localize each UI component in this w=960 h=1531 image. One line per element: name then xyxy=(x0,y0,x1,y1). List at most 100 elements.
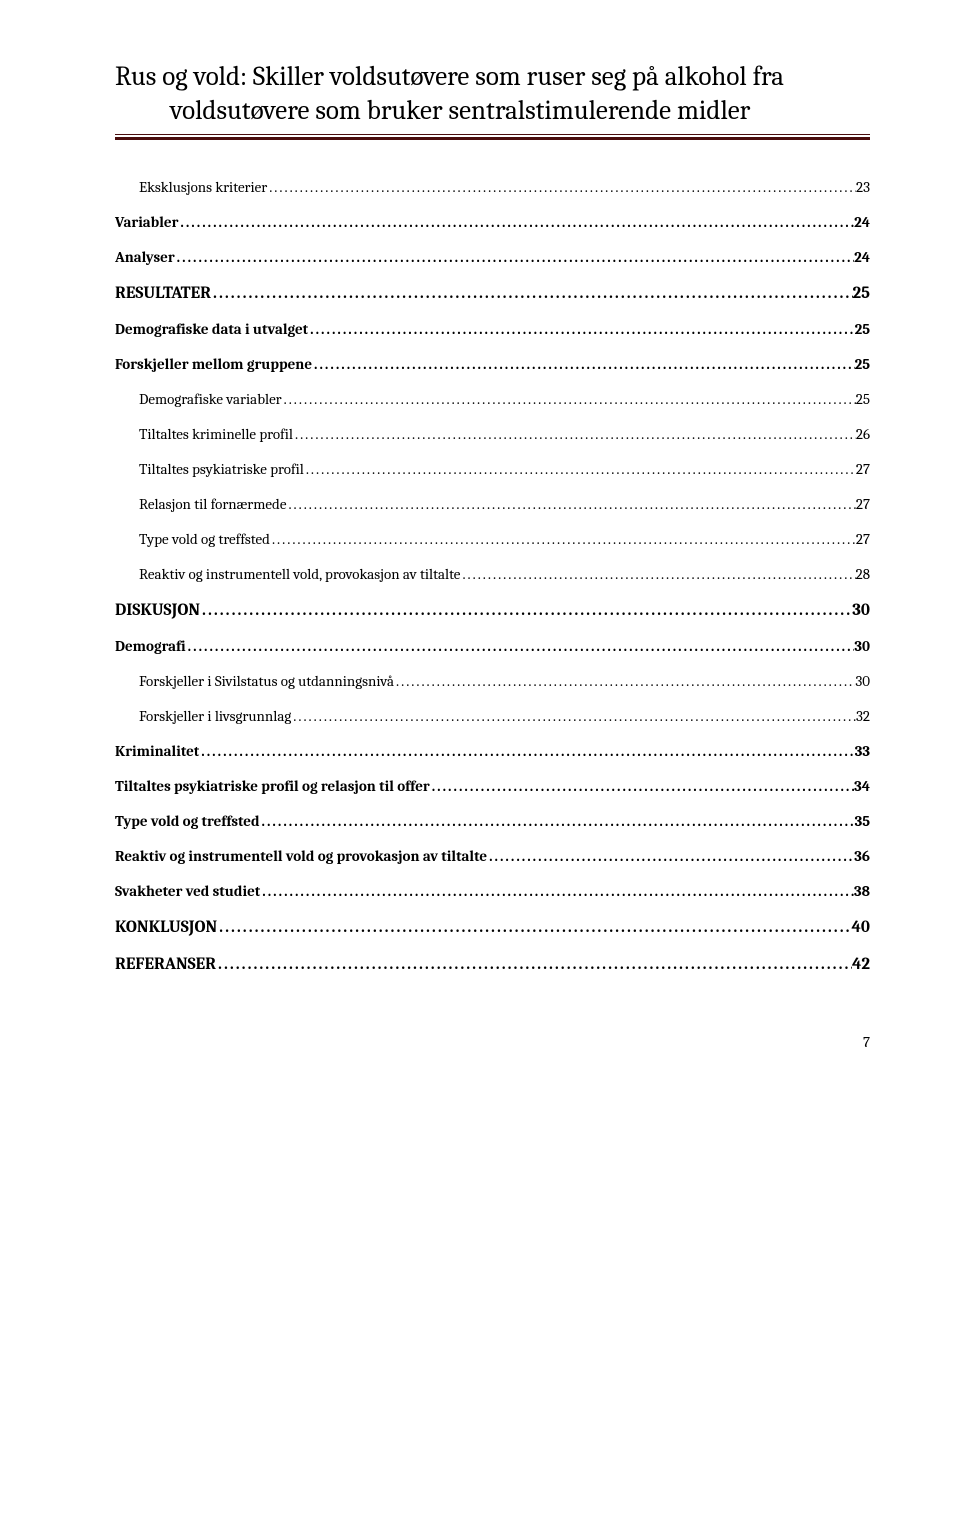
toc-entry-label: Relasjon til fornærmede xyxy=(139,497,286,512)
toc-entry-page: 34 xyxy=(854,779,870,794)
toc-entry-label: Eksklusjons kriterier xyxy=(139,180,267,195)
toc-leader-dots xyxy=(282,392,856,407)
toc-leader-dots xyxy=(175,250,854,265)
toc-leader-dots xyxy=(200,602,852,619)
toc-leader-dots xyxy=(211,285,853,302)
toc-entry: Kriminalitet 33 xyxy=(115,744,870,759)
toc-entry: Tiltaltes psykiatriske profil og relasjo… xyxy=(115,779,870,794)
toc-entry-page: 38 xyxy=(854,884,870,899)
toc-entry-label: Type vold og treffsted xyxy=(139,532,270,547)
toc-entry-label: Tiltaltes psykiatriske profil xyxy=(139,462,304,477)
toc-entry-page: 30 xyxy=(852,602,870,619)
toc-entry-page: 26 xyxy=(856,427,870,442)
toc-leader-dots xyxy=(430,779,854,794)
toc-entry-page: 28 xyxy=(856,567,870,582)
toc-entry-page: 40 xyxy=(852,919,870,936)
toc-entry-page: 24 xyxy=(854,250,870,265)
toc-entry: DISKUSJON 30 xyxy=(115,602,870,619)
toc-entry: RESULTATER 25 xyxy=(115,285,870,302)
toc-leader-dots xyxy=(186,639,855,654)
toc-entry-page: 25 xyxy=(855,357,870,372)
toc-entry-label: Forskjeller i Sivilstatus og utdanningsn… xyxy=(139,674,394,689)
toc-entry-page: 24 xyxy=(854,215,870,230)
toc-entry-label: Demografi xyxy=(115,639,186,654)
toc-entry: Forskjeller i Sivilstatus og utdanningsn… xyxy=(115,674,870,689)
toc-leader-dots xyxy=(216,956,852,973)
toc-entry: Reaktiv og instrumentell vold og provoka… xyxy=(115,849,870,864)
toc-leader-dots xyxy=(460,567,855,582)
toc-entry: Type vold og treffsted 35 xyxy=(115,814,870,829)
toc-entry-page: 42 xyxy=(852,956,870,973)
toc-entry-label: Svakheter ved studiet xyxy=(115,884,260,899)
toc-leader-dots xyxy=(267,180,856,195)
toc-entry-label: Tiltaltes kriminelle profil xyxy=(139,427,293,442)
toc-entry-page: 27 xyxy=(856,497,870,512)
table-of-contents: Eksklusjons kriterier 23Variabler 24Anal… xyxy=(115,180,870,973)
toc-entry-page: 27 xyxy=(856,462,870,477)
toc-leader-dots xyxy=(487,849,854,864)
toc-leader-dots xyxy=(286,497,855,512)
toc-entry-page: 27 xyxy=(856,532,870,547)
toc-leader-dots xyxy=(394,674,855,689)
toc-leader-dots xyxy=(308,322,854,337)
toc-entry-page: 30 xyxy=(854,639,870,654)
header-rule-thin xyxy=(115,134,870,135)
toc-entry: Demografiske data i utvalget 25 xyxy=(115,322,870,337)
toc-entry-page: 23 xyxy=(856,180,870,195)
toc-entry: Tiltaltes kriminelle profil 26 xyxy=(115,427,870,442)
toc-leader-dots xyxy=(199,744,854,759)
title-line-2: voldsutøvere som bruker sentralstimulere… xyxy=(115,94,870,128)
toc-entry-label: RESULTATER xyxy=(115,285,211,302)
toc-entry-page: 25 xyxy=(855,322,870,337)
toc-entry-label: Forskjeller i livsgrunnlag xyxy=(139,709,291,724)
toc-leader-dots xyxy=(178,215,854,230)
toc-entry: Type vold og treffsted 27 xyxy=(115,532,870,547)
toc-entry-page: 36 xyxy=(854,849,870,864)
toc-entry: Eksklusjons kriterier 23 xyxy=(115,180,870,195)
toc-entry-label: Tiltaltes psykiatriske profil og relasjo… xyxy=(115,779,430,794)
toc-leader-dots xyxy=(293,427,856,442)
toc-leader-dots xyxy=(260,884,854,899)
document-title: Rus og vold: Skiller voldsutøvere som ru… xyxy=(115,60,870,128)
toc-entry-label: Type vold og treffsted xyxy=(115,814,260,829)
toc-entry-page: 30 xyxy=(855,674,870,689)
toc-entry-label: DISKUSJON xyxy=(115,602,200,619)
toc-entry-label: Reaktiv og instrumentell vold og provoka… xyxy=(115,849,487,864)
toc-leader-dots xyxy=(217,919,851,936)
toc-leader-dots xyxy=(270,532,856,547)
toc-entry-page: 25 xyxy=(856,392,870,407)
toc-entry-page: 33 xyxy=(855,744,870,759)
toc-leader-dots xyxy=(291,709,856,724)
toc-leader-dots xyxy=(260,814,855,829)
toc-entry: Variabler 24 xyxy=(115,215,870,230)
toc-entry: Demografiske variabler 25 xyxy=(115,392,870,407)
toc-entry-label: Demografiske variabler xyxy=(139,392,282,407)
toc-entry: Forskjeller mellom gruppene 25 xyxy=(115,357,870,372)
toc-entry-label: Kriminalitet xyxy=(115,744,199,759)
toc-entry-label: Analyser xyxy=(115,250,175,265)
toc-entry: Tiltaltes psykiatriske profil 27 xyxy=(115,462,870,477)
header-rule-thick xyxy=(115,137,870,140)
page-header: Rus og vold: Skiller voldsutøvere som ru… xyxy=(115,60,870,140)
toc-leader-dots xyxy=(304,462,856,477)
toc-entry: Svakheter ved studiet 38 xyxy=(115,884,870,899)
toc-entry: Analyser 24 xyxy=(115,250,870,265)
toc-leader-dots xyxy=(312,357,855,372)
toc-entry-label: Demografiske data i utvalget xyxy=(115,322,308,337)
toc-entry-page: 25 xyxy=(853,285,870,302)
toc-entry-page: 32 xyxy=(856,709,870,724)
toc-entry-page: 35 xyxy=(855,814,870,829)
toc-entry: Reaktiv og instrumentell vold, provokasj… xyxy=(115,567,870,582)
toc-entry-label: REFERANSER xyxy=(115,956,216,973)
toc-entry: KONKLUSJON 40 xyxy=(115,919,870,936)
toc-entry-label: Reaktiv og instrumentell vold, provokasj… xyxy=(139,567,460,582)
title-line-1: Rus og vold: Skiller voldsutøvere som ru… xyxy=(115,61,784,92)
toc-entry: REFERANSER 42 xyxy=(115,956,870,973)
toc-entry-label: KONKLUSJON xyxy=(115,919,217,936)
toc-entry: Demografi 30 xyxy=(115,639,870,654)
toc-entry: Relasjon til fornærmede 27 xyxy=(115,497,870,512)
page-number: 7 xyxy=(115,1033,870,1051)
toc-entry-label: Variabler xyxy=(115,215,178,230)
toc-entry-label: Forskjeller mellom gruppene xyxy=(115,357,312,372)
toc-entry: Forskjeller i livsgrunnlag 32 xyxy=(115,709,870,724)
